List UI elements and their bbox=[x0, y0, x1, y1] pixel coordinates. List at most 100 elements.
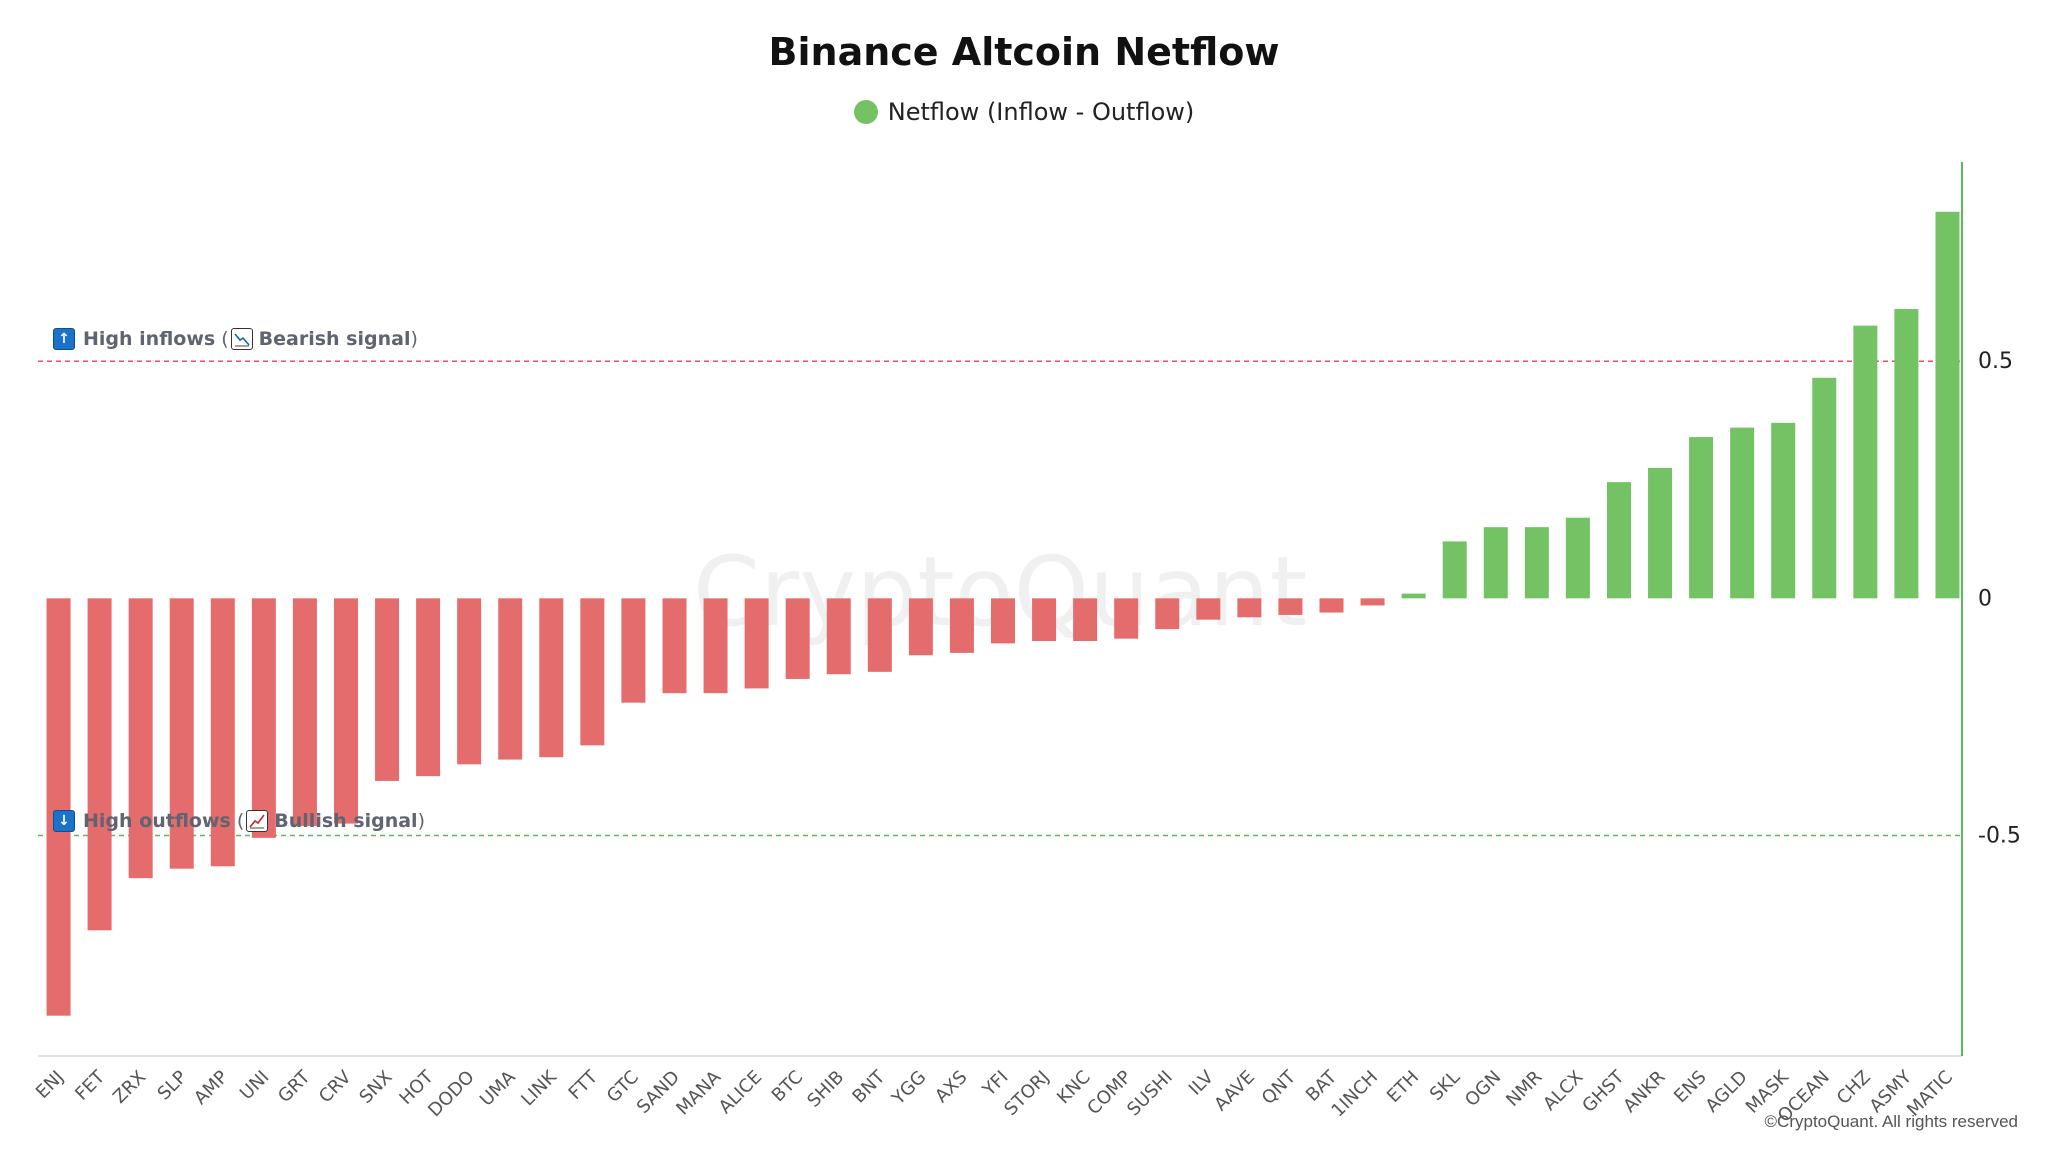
bar-fet bbox=[87, 598, 112, 931]
chart-title: Binance Altcoin Netflow bbox=[768, 30, 1280, 74]
x-tick-label: AAVE bbox=[1210, 1067, 1259, 1116]
bar-gtc bbox=[621, 598, 646, 703]
bullish-signal-label: Bullish signal bbox=[274, 810, 418, 832]
bar-aave bbox=[1237, 598, 1262, 618]
bar-link bbox=[539, 598, 564, 758]
x-tick-label: ANKR bbox=[1619, 1067, 1669, 1117]
down-arrow-icon: ↓ bbox=[53, 810, 75, 832]
x-tick-label: ALCX bbox=[1539, 1067, 1587, 1115]
y-tick-label: 0.5 bbox=[1978, 349, 2013, 374]
x-tick-label: ALICE bbox=[715, 1067, 766, 1118]
bar-crv bbox=[333, 598, 358, 824]
bar-storj bbox=[1032, 598, 1057, 642]
x-tick-label: SAND bbox=[633, 1067, 684, 1118]
bar-ghst bbox=[1606, 482, 1631, 599]
high-outflows-label: High outflows bbox=[83, 810, 231, 832]
x-tick-label: GRT bbox=[274, 1066, 315, 1107]
bar-grt bbox=[292, 598, 317, 826]
bar-ogn bbox=[1483, 527, 1508, 599]
x-tick-label: DODO bbox=[424, 1067, 478, 1121]
chart-increasing-icon bbox=[246, 810, 269, 832]
x-tick-label: 1INCH bbox=[1327, 1067, 1382, 1122]
x-tick-label: FET bbox=[71, 1066, 110, 1105]
bar-ocean bbox=[1812, 377, 1837, 599]
x-tick-label: GHST bbox=[1578, 1066, 1629, 1117]
bar-enj bbox=[46, 598, 71, 1016]
up-arrow-icon: ↑ bbox=[53, 328, 75, 350]
bar-snx bbox=[375, 598, 400, 781]
bar-slp bbox=[169, 598, 194, 869]
bar-skl bbox=[1442, 541, 1467, 599]
bar-uni bbox=[251, 598, 276, 838]
x-tick-label: SLP bbox=[154, 1067, 192, 1105]
bar-bat bbox=[1319, 598, 1344, 613]
bar-matic bbox=[1935, 211, 1960, 599]
bar-uma bbox=[498, 598, 523, 760]
bar-comp bbox=[1114, 598, 1139, 639]
x-tick-label: OGN bbox=[1461, 1067, 1505, 1111]
legend[interactable]: Netflow (Inflow - Outflow) bbox=[0, 98, 2048, 126]
bar-alcx bbox=[1565, 517, 1590, 599]
x-tick-label: AXS bbox=[931, 1067, 971, 1107]
bar-mana bbox=[703, 598, 728, 694]
x-tick-label: BNT bbox=[848, 1066, 890, 1108]
x-tick-label: STORJ bbox=[1000, 1067, 1053, 1120]
bar-hot bbox=[416, 598, 441, 777]
copyright-text: ©CryptoQuant. All rights reserved bbox=[1764, 1112, 2018, 1131]
y-tick-label: -0.5 bbox=[1978, 823, 2021, 848]
x-tick-label: YGG bbox=[887, 1067, 930, 1110]
high-outflows-annotation: ↓ High outflows ( Bullish signal ) bbox=[53, 810, 425, 832]
bar-eth bbox=[1401, 593, 1426, 599]
bar-shib bbox=[826, 598, 851, 675]
bar-agld bbox=[1730, 427, 1755, 599]
x-tick-label: YFI bbox=[978, 1067, 1012, 1101]
bar-sand bbox=[662, 598, 687, 694]
bar-bnt bbox=[867, 598, 892, 672]
bar-qnt bbox=[1278, 598, 1303, 615]
high-inflows-label: High inflows bbox=[83, 328, 216, 350]
bar-ygg bbox=[908, 598, 933, 656]
bar-mask bbox=[1771, 422, 1796, 599]
bar-btc bbox=[785, 598, 810, 679]
bar-ilv bbox=[1196, 598, 1221, 620]
bar-alice bbox=[744, 598, 769, 689]
x-tick-label: ETH bbox=[1383, 1067, 1423, 1107]
bearish-signal-label: Bearish signal bbox=[258, 328, 411, 350]
y-tick-label: 0 bbox=[1978, 586, 1992, 611]
x-tick-label: NMR bbox=[1502, 1067, 1546, 1111]
x-tick-label: ILV bbox=[1185, 1066, 1218, 1099]
bar-yfi bbox=[991, 598, 1015, 644]
x-tick-label: UNI bbox=[236, 1067, 273, 1104]
legend-swatch bbox=[853, 100, 878, 124]
x-tick-label: MANA bbox=[672, 1066, 725, 1119]
high-inflows-annotation: ↑ High inflows ( Bearish signal ) bbox=[53, 328, 418, 350]
x-tick-label: CRV bbox=[315, 1066, 356, 1107]
bar-chz bbox=[1853, 325, 1878, 599]
bar-dodo bbox=[457, 598, 482, 765]
bar-ftt bbox=[580, 598, 605, 746]
chart-decreasing-icon bbox=[230, 328, 253, 350]
x-tick-label: ENJ bbox=[32, 1067, 68, 1103]
bar-knc bbox=[1073, 598, 1098, 642]
x-tick-label: SNX bbox=[355, 1067, 396, 1108]
bar-ens bbox=[1689, 437, 1714, 599]
x-tick-label: QNT bbox=[1258, 1066, 1301, 1109]
x-tick-label: BTC bbox=[768, 1067, 807, 1106]
bar-nmr bbox=[1524, 527, 1549, 599]
x-tick-label: AGLD bbox=[1702, 1067, 1752, 1117]
bar-ankr bbox=[1648, 467, 1673, 599]
bar-zrx bbox=[128, 598, 153, 879]
x-tick-label: LINK bbox=[517, 1066, 561, 1110]
bar-amp bbox=[210, 598, 235, 867]
bar-axs bbox=[949, 598, 974, 653]
x-tick-label: UMA bbox=[476, 1066, 520, 1110]
x-tick-label: FTT bbox=[565, 1066, 603, 1104]
x-tick-label: SKL bbox=[1426, 1067, 1464, 1105]
x-tick-label: SHIB bbox=[803, 1067, 848, 1112]
bar-1inch bbox=[1360, 598, 1385, 606]
x-tick-label: AMP bbox=[190, 1067, 232, 1109]
legend-label: Netflow (Inflow - Outflow) bbox=[887, 98, 1195, 126]
bar-sushi bbox=[1155, 598, 1180, 630]
bar-asmy bbox=[1894, 309, 1919, 599]
